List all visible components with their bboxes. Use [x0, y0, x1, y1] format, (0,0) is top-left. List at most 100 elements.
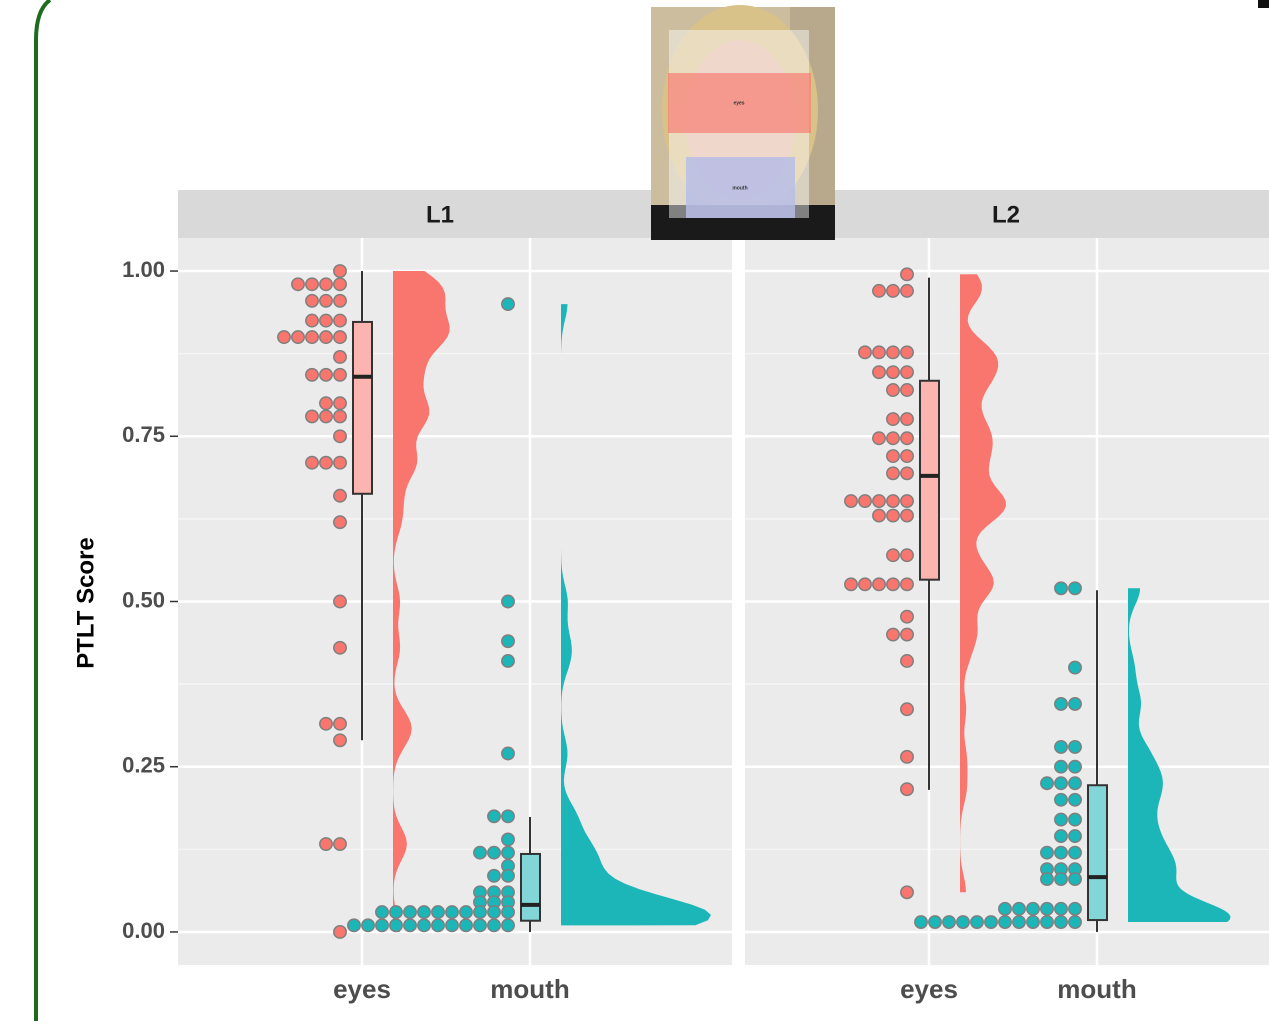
data-point: [333, 837, 347, 852]
data-point: [333, 594, 347, 609]
box: [1087, 784, 1108, 922]
data-point: [1068, 776, 1082, 791]
data-point: [928, 915, 942, 929]
data-point: [501, 845, 515, 860]
data-point: [403, 905, 417, 920]
data-point: [900, 267, 914, 282]
data-point: [900, 548, 914, 563]
data-point: [501, 654, 515, 668]
data-point: [1054, 829, 1068, 844]
data-point: [1012, 901, 1026, 916]
data-point: [900, 749, 914, 764]
data-point: [501, 634, 515, 649]
data-point: [1068, 901, 1082, 916]
data-point: [844, 494, 858, 508]
x-tick-label: mouth: [490, 974, 569, 1004]
data-point: [886, 345, 900, 360]
data-point: [1054, 696, 1068, 711]
data-point: [1012, 915, 1026, 929]
data-point: [900, 345, 914, 360]
data-point: [333, 350, 347, 364]
box: [919, 379, 940, 581]
data-point: [858, 345, 872, 360]
data-point: [333, 293, 347, 308]
data-point: [501, 594, 515, 609]
data-point: [900, 431, 914, 446]
data-point: [333, 396, 347, 411]
y-tick-label: 0.00: [122, 918, 165, 943]
data-point: [333, 716, 347, 731]
data-point: [333, 429, 347, 444]
data-point: [900, 609, 914, 624]
data-point: [900, 494, 914, 508]
data-point: [886, 494, 900, 508]
data-point: [1040, 915, 1054, 929]
data-point: [1068, 696, 1082, 711]
data-point: [900, 508, 914, 523]
data-point: [305, 455, 319, 470]
data-point: [305, 313, 319, 328]
data-point: [487, 845, 501, 860]
data-point: [333, 640, 347, 655]
data-point: [445, 905, 459, 920]
data-point: [417, 905, 431, 920]
data-point: [872, 431, 886, 446]
data-point: [459, 905, 473, 920]
facet-title: L2: [992, 201, 1020, 228]
data-point: [333, 488, 347, 503]
data-point: [319, 409, 333, 424]
data-point: [333, 733, 347, 748]
data-point: [389, 905, 403, 920]
data-point: [900, 365, 914, 380]
corner-mark: [1258, 0, 1269, 8]
data-point: [1068, 845, 1082, 860]
data-point: [900, 577, 914, 592]
data-point: [473, 845, 487, 860]
data-point: [872, 365, 886, 380]
data-point: [501, 832, 515, 847]
data-point: [1068, 915, 1082, 929]
data-point: [375, 905, 389, 920]
data-point: [1054, 812, 1068, 827]
facet-title: L1: [426, 201, 454, 228]
data-point: [459, 918, 473, 933]
data-point: [319, 716, 333, 731]
data-point: [333, 409, 347, 424]
data-point: [487, 868, 501, 883]
y-tick-label: 1.00: [122, 257, 165, 282]
data-point: [886, 383, 900, 397]
data-point: [445, 918, 459, 933]
data-point: [305, 367, 319, 382]
data-point: [473, 905, 487, 920]
data-point: [501, 297, 515, 312]
data-point: [291, 330, 305, 345]
data-point: [886, 577, 900, 592]
data-point: [886, 431, 900, 446]
data-point: [333, 330, 347, 345]
data-point: [333, 925, 347, 939]
data-point: [305, 277, 319, 292]
box: [520, 852, 541, 922]
data-point: [998, 901, 1012, 916]
data-point: [333, 277, 347, 292]
data-point: [844, 577, 858, 592]
data-point: [872, 577, 886, 592]
x-tick-label: eyes: [900, 974, 958, 1004]
data-point: [431, 905, 445, 920]
data-point: [501, 905, 515, 920]
data-point: [1040, 901, 1054, 916]
x-tick-label: eyes: [333, 974, 391, 1004]
inset-photo: eyes mouth: [651, 5, 835, 240]
data-point: [886, 627, 900, 642]
data-point: [1054, 776, 1068, 791]
data-point: [403, 918, 417, 933]
data-point: [886, 412, 900, 427]
data-point: [1040, 872, 1054, 887]
data-point: [914, 915, 928, 929]
data-point: [333, 313, 347, 328]
data-point: [1054, 739, 1068, 754]
data-point: [900, 412, 914, 427]
data-point: [333, 367, 347, 382]
data-point: [1068, 829, 1082, 844]
data-point: [333, 264, 347, 278]
